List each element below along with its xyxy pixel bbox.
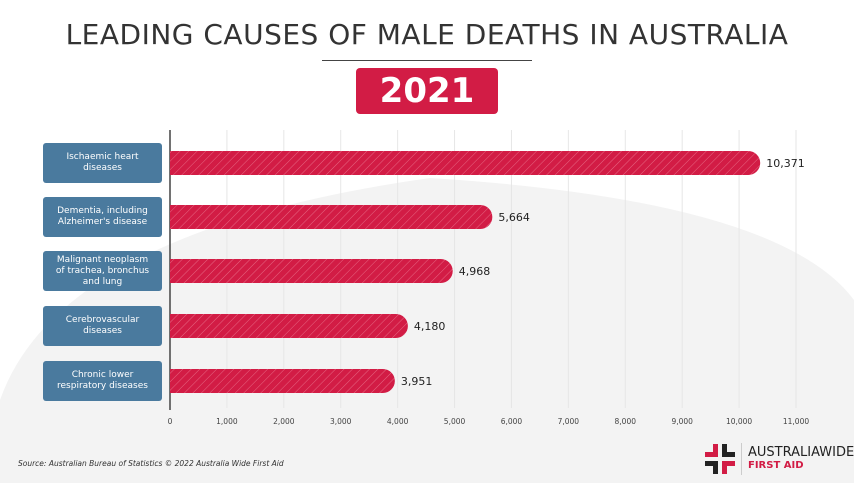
- x-tick-label: 5,000: [444, 417, 466, 426]
- title-divider: [322, 60, 532, 61]
- x-tick-label: 7,000: [558, 417, 580, 426]
- category-label-text: Chronic lower respiratory diseases: [57, 370, 148, 391]
- x-tick-label: 4,000: [387, 417, 409, 426]
- x-tick-label: 0: [168, 417, 173, 426]
- category-label: Ischaemic heart diseases: [43, 143, 162, 183]
- logo-cross-icon: [705, 444, 735, 474]
- category-label-text: Malignant neoplasm of trachea, bronchus …: [55, 254, 150, 287]
- bar: [170, 314, 408, 338]
- logo-subtext: FIRST AID: [748, 460, 804, 471]
- bar: [170, 259, 453, 283]
- bar: [170, 369, 395, 393]
- data-label: 4,968: [459, 265, 491, 278]
- category-label-text: Cerebrovascular diseases: [65, 315, 140, 336]
- background-arc: [0, 178, 854, 483]
- bar: [170, 205, 493, 229]
- bar: [170, 151, 761, 175]
- data-label: 4,180: [414, 320, 446, 333]
- x-tick-label: 6,000: [501, 417, 523, 426]
- data-label: 3,951: [401, 375, 433, 388]
- category-label: Chronic lower respiratory diseases: [43, 361, 162, 401]
- data-label: 10,371: [766, 157, 805, 170]
- x-tick-label: 1,000: [216, 417, 238, 426]
- category-label: Dementia, including Alzheimer's disease: [43, 197, 162, 237]
- x-tick-label: 11,000: [783, 417, 809, 426]
- chart-title: LEADING CAUSES OF MALE DEATHS IN AUSTRAL…: [65, 18, 789, 51]
- logo: AUSTRALIAWIDE FIRST AID: [705, 442, 854, 476]
- x-tick-label: 8,000: [615, 417, 637, 426]
- category-label: Malignant neoplasm of trachea, bronchus …: [43, 251, 162, 291]
- category-label: Cerebrovascular diseases: [43, 306, 162, 346]
- year-badge: 2021: [356, 68, 498, 114]
- x-tick-label: 10,000: [726, 417, 752, 426]
- category-label-text: Dementia, including Alzheimer's disease: [57, 206, 148, 227]
- data-label: 5,664: [498, 211, 530, 224]
- logo-text: AUSTRALIAWIDE: [748, 445, 854, 460]
- x-tick-label: 2,000: [273, 417, 295, 426]
- category-label-text: Ischaemic heart diseases: [66, 152, 139, 173]
- x-tick-label: 9,000: [671, 417, 693, 426]
- x-tick-label: 3,000: [330, 417, 352, 426]
- source-note: Source: Australian Bureau of Statistics …: [18, 459, 284, 468]
